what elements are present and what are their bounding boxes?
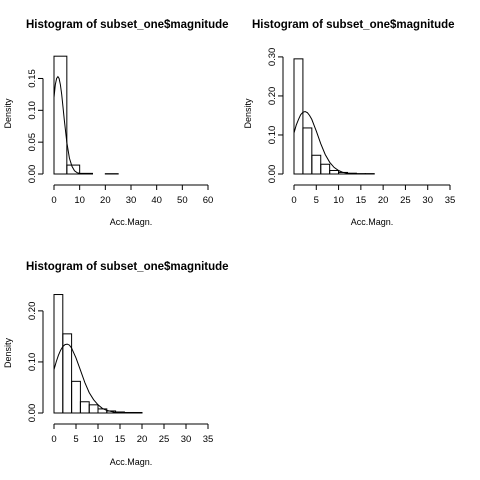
x-axis-label: Acc.Magn. bbox=[110, 457, 153, 467]
density-curve bbox=[293, 110, 357, 175]
x-tick-label: 25 bbox=[400, 195, 411, 206]
chart-title: Histogram of subset_one$magnitude bbox=[26, 261, 229, 273]
y-tick-label: 0.20 bbox=[267, 87, 278, 106]
histogram-bar-1 bbox=[53, 294, 64, 414]
y-tick-label: 0.15 bbox=[27, 69, 38, 88]
y-tick-label: 0.10 bbox=[267, 126, 278, 145]
y-axis-label: Density bbox=[3, 98, 13, 129]
x-tick-label: 30 bbox=[422, 195, 433, 206]
x-tick-label: 20 bbox=[137, 434, 148, 445]
histogram-bar-1 bbox=[53, 55, 68, 175]
x-tick-label: 0 bbox=[291, 195, 296, 206]
x-tick-label: 35 bbox=[203, 434, 214, 445]
x-tick-label: 50 bbox=[177, 195, 188, 206]
x-tick-label: 0 bbox=[51, 195, 56, 206]
histogram-bar-5 bbox=[88, 404, 99, 414]
x-tick-label: 40 bbox=[151, 195, 162, 206]
density-curve bbox=[53, 343, 125, 414]
x-tick-label: 10 bbox=[93, 434, 104, 445]
y-axis-label: Density bbox=[3, 337, 13, 368]
y-tick-label: 0.00 bbox=[27, 165, 38, 184]
x-tick-label: 20 bbox=[100, 195, 111, 206]
y-tick-label: 0.00 bbox=[27, 404, 38, 423]
y-tick-label: 0.10 bbox=[27, 353, 38, 372]
histogram-bar-5 bbox=[329, 169, 340, 175]
x-tick-label: 10 bbox=[333, 195, 344, 206]
histogram-bar-2 bbox=[302, 127, 313, 175]
histogram-bar-4 bbox=[320, 163, 331, 175]
x-tick-label: 5 bbox=[73, 434, 78, 445]
y-tick-label: 0.10 bbox=[27, 101, 38, 120]
x-tick-label: 30 bbox=[181, 434, 192, 445]
x-tick-label: 60 bbox=[203, 195, 214, 206]
histogram-panel-2: Histogram of subset_one$magnitude 0 5 10 15 2… bbox=[243, 19, 455, 227]
histogram-bar-10 bbox=[132, 411, 143, 414]
y-tick-label: 0.30 bbox=[267, 48, 278, 67]
x-tick-label: 15 bbox=[356, 195, 367, 206]
histogram-bar-3 bbox=[311, 154, 322, 175]
x-tick-label: 5 bbox=[314, 195, 319, 206]
histogram-bar-2 bbox=[66, 164, 81, 175]
y-tick-label: 0.00 bbox=[267, 165, 278, 184]
histogram-bar-2 bbox=[62, 333, 73, 414]
histogram-panel-3: Histogram of subset_one$magnitude 0 5 10 15 2… bbox=[3, 261, 229, 467]
histogram-bar-4 bbox=[79, 401, 90, 414]
x-tick-label: 20 bbox=[378, 195, 389, 206]
x-tick-label: 15 bbox=[115, 434, 126, 445]
density-curve bbox=[53, 75, 93, 175]
y-tick-label: 0.20 bbox=[27, 302, 38, 321]
y-axis-label: Density bbox=[243, 98, 253, 129]
histogram-bar-1 bbox=[293, 58, 304, 175]
chart-title: Histogram of subset_one$magnitude bbox=[26, 19, 229, 31]
chart-title: Histogram of subset_one$magnitude bbox=[252, 19, 455, 31]
x-axis-label: Acc.Magn. bbox=[110, 217, 153, 227]
x-tick-label: 0 bbox=[51, 434, 56, 445]
x-tick-label: 25 bbox=[159, 434, 170, 445]
x-axis-label: Acc.Magn. bbox=[351, 217, 394, 227]
histogram-panel-1: Histogram of subset_one$magnitude 0 10 20 30… bbox=[3, 19, 229, 227]
x-tick-label: 35 bbox=[445, 195, 456, 206]
histogram-bar-9 bbox=[123, 411, 134, 414]
y-tick-label: 0.05 bbox=[27, 133, 38, 152]
x-tick-label: 10 bbox=[74, 195, 85, 206]
x-tick-label: 30 bbox=[126, 195, 137, 206]
histogram-bar-3 bbox=[71, 380, 81, 414]
